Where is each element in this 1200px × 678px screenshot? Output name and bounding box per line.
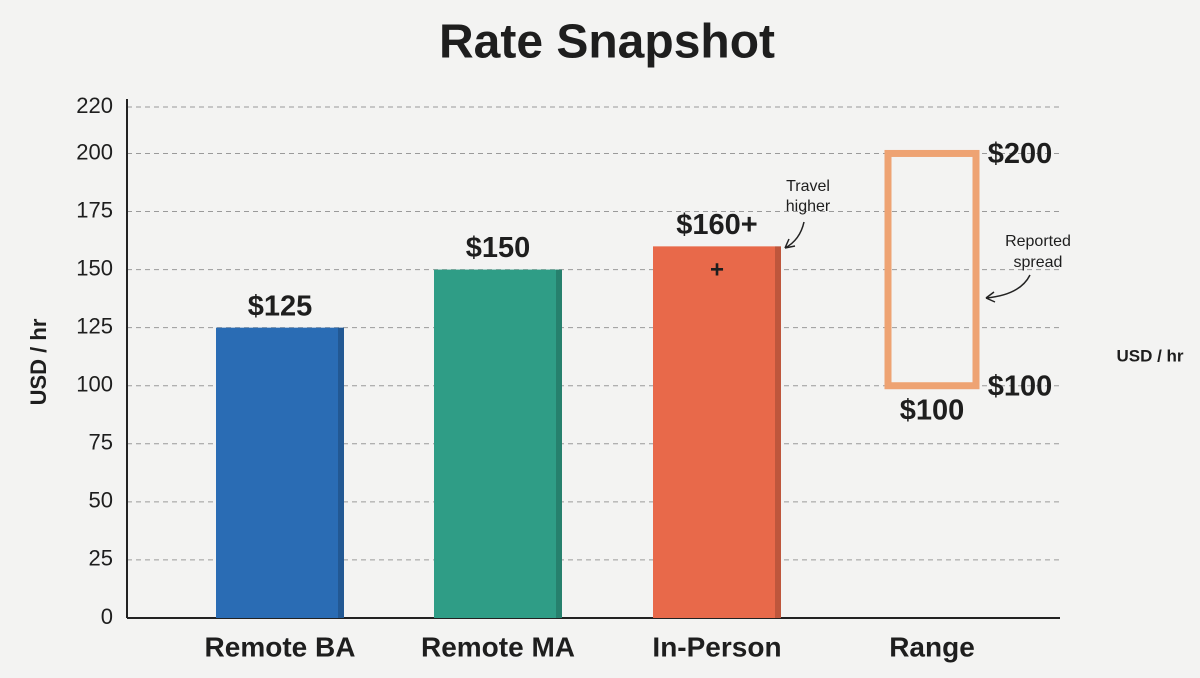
value-label: $150 (466, 232, 531, 264)
bar (216, 327, 344, 618)
y-tick-label: 0 (101, 604, 113, 629)
bar-shade (775, 246, 781, 618)
bar (434, 269, 562, 618)
y-tick-label: 50 (89, 488, 113, 513)
range-low-label: $100 (988, 370, 1053, 402)
y-tick-label: 125 (76, 313, 113, 338)
x-tick-label: Range (889, 631, 975, 662)
y-tick-label: 100 (76, 372, 113, 397)
arrow-head (985, 291, 996, 303)
bar-shade (338, 327, 344, 618)
annotation-arrow (784, 221, 805, 249)
annotation-travel: Travel (786, 178, 830, 195)
y-tick-label: 75 (89, 430, 113, 455)
x-tick-label: In-Person (652, 631, 781, 662)
bar (653, 246, 781, 618)
y-tick-label: 25 (89, 546, 113, 571)
arrow-head (784, 238, 796, 249)
right-unit-label: USD / hr (1116, 346, 1183, 365)
range-box (884, 149, 980, 390)
range-high-label: $200 (988, 138, 1053, 170)
y-tick-label: 220 (76, 93, 113, 118)
value-label: $160+ (676, 209, 757, 241)
value-label: $125 (248, 290, 313, 322)
range-low-label-below: $100 (900, 394, 965, 426)
annotation-travel: higher (786, 198, 831, 215)
chart-title: Rate Snapshot (439, 16, 775, 69)
y-tick-label: 200 (76, 139, 113, 164)
annotation-spread: Reported (1005, 233, 1071, 250)
annotation-spread: spread (1014, 254, 1063, 271)
x-tick-label: Remote MA (421, 631, 575, 662)
annotation-arrow (985, 274, 1031, 299)
y-tick-label: 150 (76, 255, 113, 280)
x-tick-label: Remote BA (205, 631, 356, 662)
y-axis-label: USD / hr (26, 318, 51, 405)
annotation-plus: + (710, 256, 724, 283)
bar-shade (556, 269, 562, 618)
y-tick-label: 175 (76, 197, 113, 222)
